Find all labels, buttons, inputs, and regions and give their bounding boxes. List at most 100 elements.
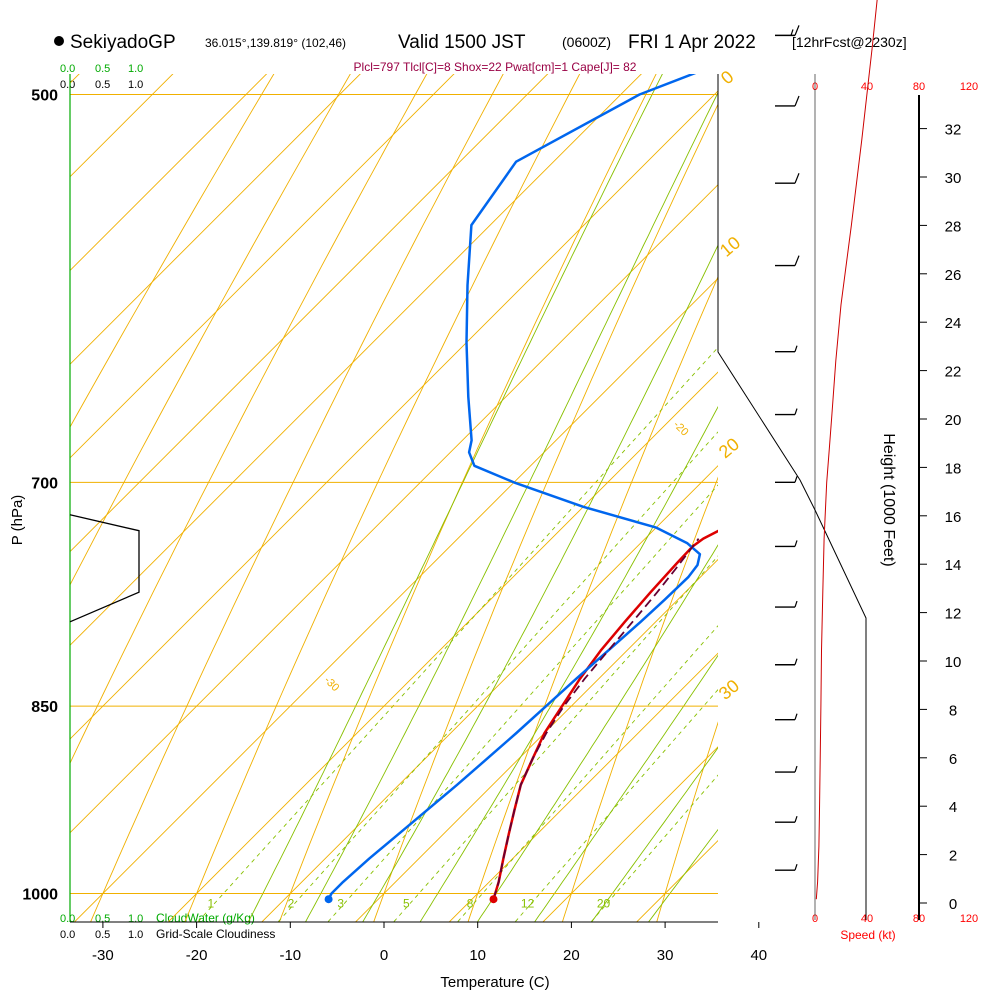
speed-bottom-tick-3: 120	[960, 913, 978, 925]
height-tick-label: 28	[945, 218, 962, 235]
mixing-ratio-line	[327, 484, 718, 922]
cloudiness-label: Grid-Scale Cloudiness	[156, 927, 275, 941]
mixing-ratio-label: 2	[288, 896, 295, 910]
valid-time: Valid 1500 JST	[398, 32, 526, 53]
isotherm-label: -30	[322, 674, 342, 694]
height-tick-label: 30	[945, 170, 962, 187]
dry-adiabat-line	[70, 74, 275, 428]
speed-axis-label: Speed (kt)	[840, 928, 895, 942]
isotherm-line	[70, 74, 80, 84]
x-tick-label: 40	[750, 947, 767, 964]
mixing-ratio-line	[590, 774, 718, 922]
height-tick-label: 8	[949, 702, 957, 719]
cloudwater-top-tick-1: 0.5	[95, 63, 110, 75]
height-tick-label: 26	[945, 267, 962, 284]
cloudwater-top-tick-2: 1.0	[128, 63, 143, 75]
isotherm-line	[542, 746, 718, 922]
wind-barb	[775, 765, 798, 773]
wind-barb	[775, 476, 798, 484]
temperature-surface-marker	[489, 895, 498, 904]
pressure-tick-label: 700	[31, 475, 58, 492]
pressure-tick-label: 850	[31, 699, 58, 716]
mixing-ratio-label: 8	[467, 896, 474, 910]
dewpoint-surface-marker	[324, 895, 333, 904]
wind-barb	[775, 25, 800, 37]
height-tick-label: 18	[945, 460, 962, 477]
dry-adiabat-line	[184, 74, 581, 922]
dry-adiabat-line	[656, 721, 718, 922]
height-tick-label: 14	[945, 557, 962, 574]
isotherm-line	[70, 74, 642, 646]
isotherm-line	[0, 0, 834, 928]
forecast-info: [12hrFcst@2230z]	[792, 34, 907, 50]
dewpoint-profile-line	[327, 74, 702, 900]
mixing-ratio-label: 3	[337, 896, 344, 910]
dry-adiabat-label: 30	[715, 676, 743, 704]
isotherm-line	[70, 74, 174, 178]
isotherm-line	[0, 0, 740, 928]
cloudiness-top-tick-1: 0.5	[95, 79, 110, 91]
cloudwater-top-tick-0: 0.0	[60, 63, 75, 75]
dry-adiabat-line	[561, 476, 718, 922]
x-tick-label: -10	[279, 947, 301, 964]
dry-adiabat-line	[70, 74, 428, 765]
y-axis-label: P (hPa)	[9, 495, 26, 546]
wind-barb	[775, 864, 798, 871]
isotherm-line	[448, 652, 718, 922]
isotherm-line	[70, 74, 455, 459]
isotherm-line	[0, 0, 1000, 928]
height-tick-label: 12	[945, 606, 962, 623]
speed-bottom-tick-1: 40	[861, 913, 873, 925]
wind-barb	[775, 540, 798, 548]
cloudwater-bottom-tick-2: 1.0	[128, 913, 143, 925]
isotherm-line	[261, 465, 718, 922]
height-profile-line	[815, 0, 878, 900]
cloudwater-bottom-tick-0: 0.0	[60, 913, 75, 925]
mixing-ratio-label: 12	[521, 896, 535, 910]
dry-adiabat-line	[90, 74, 504, 922]
mixing-ratio-label: 1	[208, 896, 215, 910]
speed-top-tick-1: 40	[861, 81, 873, 93]
isotherm-line	[70, 90, 718, 740]
wind-barb	[775, 408, 798, 416]
wind-barb	[775, 345, 798, 353]
cloudiness-top-tick-0: 0.0	[60, 79, 75, 91]
valid-date: FRI 1 Apr 2022	[628, 32, 756, 53]
dry-adiabat-line	[278, 74, 657, 922]
moist-adiabat-line	[362, 244, 718, 922]
wind-barb	[775, 255, 800, 267]
wind-barb	[775, 95, 800, 107]
indices-line: Plcl=797 Tlcl[C]=8 Shox=22 Pwat[cm]=1 Ca…	[354, 60, 637, 74]
x-axis-label: Temperature (C)	[440, 974, 549, 991]
mixing-ratio-label: 20	[597, 896, 611, 910]
height-tick-label: 16	[945, 509, 962, 526]
x-tick-label: 10	[469, 947, 486, 964]
dry-adiabat-label: 10	[716, 232, 744, 260]
mixing-ratio-line	[514, 688, 718, 922]
dry-adiabat-line	[744, 0, 1000, 950]
dry-adiabat-line	[70, 74, 351, 586]
x-tick-label: 30	[657, 947, 674, 964]
mixing-ratio-line	[393, 555, 718, 922]
station-name: SekiyadoGP	[70, 32, 176, 53]
cloudiness-bottom-tick-0: 0.0	[60, 929, 75, 941]
x-tick-label: -20	[186, 947, 208, 964]
height-tick-label: 6	[949, 751, 957, 768]
moist-adiabat-line	[247, 74, 663, 922]
dry-adiabat-line	[373, 103, 718, 922]
mixing-ratio-line	[456, 625, 718, 922]
height-tick-label: 10	[945, 654, 962, 671]
moist-adiabat-line	[304, 91, 718, 922]
height-tick-label: 24	[945, 315, 962, 332]
mixing-ratio-label: 5	[403, 896, 410, 910]
isotherm-line	[70, 74, 549, 553]
isotherm-line	[167, 371, 718, 922]
moist-adiabat-line	[591, 747, 718, 922]
speed-top-tick-2: 80	[913, 81, 925, 93]
wind-barb	[775, 658, 798, 666]
isotherm-line	[70, 74, 268, 272]
moist-adiabat-line	[534, 654, 718, 922]
station-marker-icon	[54, 36, 64, 46]
isotherm-line	[70, 74, 361, 365]
wind-barb	[775, 600, 798, 608]
